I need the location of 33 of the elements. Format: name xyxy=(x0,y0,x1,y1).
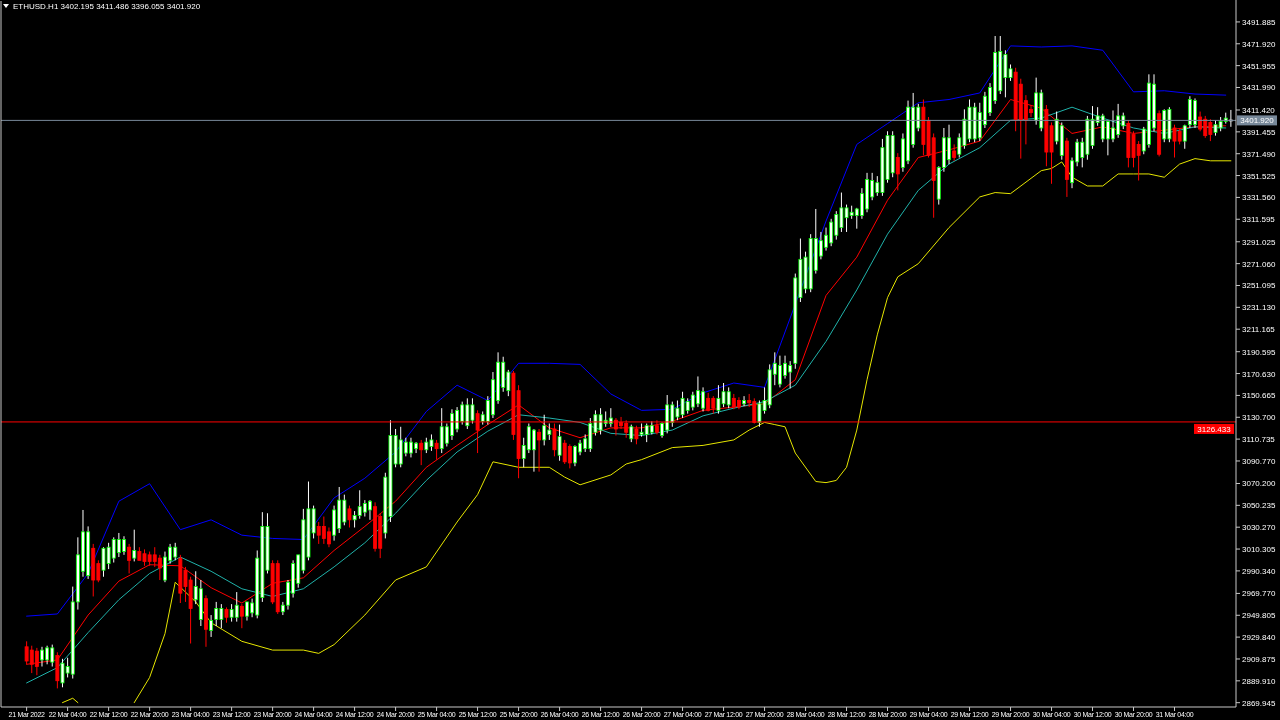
y-tick-label: 3211.165 xyxy=(1242,325,1276,335)
y-tick-label: 3130.700 xyxy=(1242,413,1276,423)
y-tick-label: 3311.595 xyxy=(1242,215,1276,225)
y-tick-label: 3110.735 xyxy=(1242,435,1276,445)
y-tick-label: 3150.665 xyxy=(1242,391,1276,401)
y-tick-label: 3070.200 xyxy=(1242,479,1276,489)
y-tick-label: 3371.490 xyxy=(1242,149,1276,159)
y-tick-label: 3271.060 xyxy=(1242,259,1276,269)
y-tick-label: 3291.025 xyxy=(1242,237,1276,247)
y-tick-label: 2889.910 xyxy=(1242,676,1276,686)
y-tick-label: 3170.630 xyxy=(1242,369,1276,379)
y-tick-label: 3471.920 xyxy=(1242,39,1276,49)
y-tick-label: 3391.455 xyxy=(1242,127,1276,137)
y-tick-label: 3331.560 xyxy=(1242,193,1276,203)
y-tick-label: 3431.990 xyxy=(1242,83,1276,93)
chart-title: ETHUSD.H1 3402.195 3411.486 3396.055 3401.920 xyxy=(13,2,201,11)
y-tick-label: 3090.770 xyxy=(1242,456,1276,466)
y-tick-label: 2990.340 xyxy=(1242,566,1276,576)
y-tick-label: 3491.885 xyxy=(1242,17,1276,27)
y-tick-label: 3451.955 xyxy=(1242,61,1276,71)
y-tick-label: 3190.595 xyxy=(1242,347,1276,357)
y-tick-label: 3030.270 xyxy=(1242,523,1276,533)
y-tick-label: 3351.525 xyxy=(1242,171,1276,181)
y-tick-label: 2909.875 xyxy=(1242,654,1276,664)
y-tick-label: 3231.130 xyxy=(1242,303,1276,313)
y-tick-label: 3251.095 xyxy=(1242,281,1276,291)
y-tick-label: 2969.770 xyxy=(1242,589,1276,599)
y-tick-label: 2869.945 xyxy=(1242,698,1276,708)
y-tick-label: 3411.420 xyxy=(1242,106,1276,115)
y-tick-label: 2929.840 xyxy=(1242,633,1276,643)
y-tick-label: 3010.305 xyxy=(1242,545,1276,555)
y-tick-label: 2949.805 xyxy=(1242,611,1276,621)
y-tick-label: 3050.235 xyxy=(1242,501,1276,511)
